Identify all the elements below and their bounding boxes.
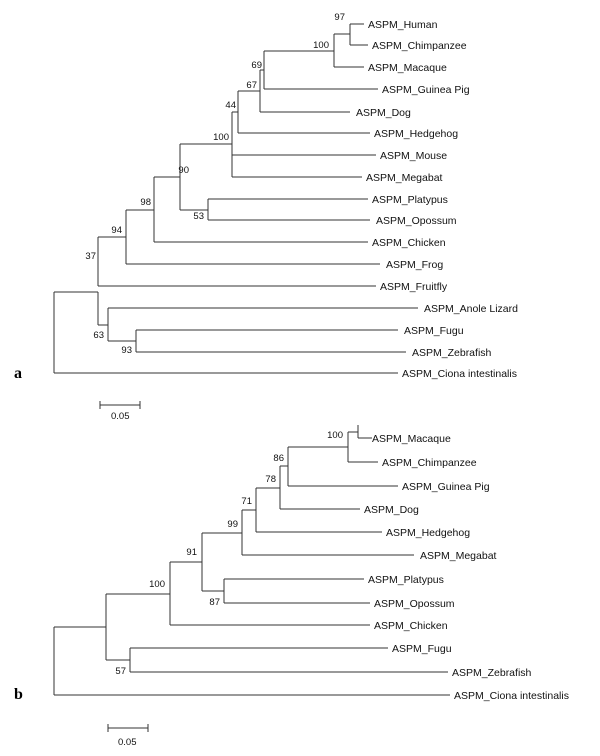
panel-label-a: a bbox=[14, 365, 22, 382]
scale-bar-line bbox=[107, 724, 149, 732]
leaf-label: ASPM_Platypus bbox=[368, 574, 444, 586]
leaf-label: ASPM_Dog bbox=[364, 504, 419, 516]
bootstrap-value: 57 bbox=[115, 666, 126, 677]
bootstrap-value: 94 bbox=[111, 225, 122, 236]
bootstrap-value: 87 bbox=[209, 597, 220, 608]
leaf-label: ASPM_Chimpanzee bbox=[372, 40, 467, 52]
leaf-label: ASPM_Megabat bbox=[420, 550, 497, 562]
bootstrap-value: 53 bbox=[193, 211, 204, 222]
leaf-label: ASPM_Fruitfly bbox=[380, 281, 448, 293]
internal-branch bbox=[53, 425, 359, 695]
bootstrap-value: 93 bbox=[121, 345, 132, 356]
leaf-labels-b: ASPM_Macaque ASPM_Chimpanzee ASPM_Guinea… bbox=[364, 433, 569, 702]
bootstrap-value: 71 bbox=[241, 496, 252, 507]
leaf-label: ASPM_Mouse bbox=[380, 150, 447, 162]
leaf-label: ASPM_Chicken bbox=[372, 237, 446, 249]
bootstrap-value: 100 bbox=[313, 40, 329, 51]
leaf-label: ASPM_Hedgehog bbox=[386, 527, 470, 539]
leaf-label: ASPM_Opossum bbox=[374, 598, 455, 610]
scale-bar-label: 0.05 bbox=[118, 737, 137, 748]
scale-bar-label: 0.05 bbox=[111, 411, 130, 422]
leaf-label: ASPM_Chimpanzee bbox=[382, 457, 477, 469]
leaf-label: ASPM_Frog bbox=[386, 259, 443, 271]
tree-a bbox=[53, 23, 418, 374]
bootstrap-value: 100 bbox=[327, 430, 343, 441]
internal-branch bbox=[53, 24, 351, 373]
bootstrap-value: 86 bbox=[273, 453, 284, 464]
scale-bar-line bbox=[99, 401, 141, 409]
bootstrap-value: 91 bbox=[186, 547, 197, 558]
leaf-label: ASPM_Opossum bbox=[376, 215, 457, 227]
bootstrap-value: 69 bbox=[251, 60, 262, 71]
bootstrap-value: 100 bbox=[149, 579, 165, 590]
tree-b bbox=[53, 425, 450, 696]
leaf-label: ASPM_Dog bbox=[356, 107, 411, 119]
bootstrap-value: 67 bbox=[246, 80, 257, 91]
bootstrap-value: 97 bbox=[334, 12, 345, 23]
leaf-label: ASPM_Hedgehog bbox=[374, 128, 458, 140]
leaf-label: ASPM_Chicken bbox=[374, 620, 448, 632]
bootstrap-values-b: 100 86 78 71 99 91 100 87 57 bbox=[115, 430, 343, 677]
leaf-labels-a: ASPM_Human ASPM_Chimpanzee ASPM_Macaque … bbox=[356, 19, 518, 380]
leaf-label: ASPM_Ciona intestinalis bbox=[402, 368, 517, 380]
leaf-label: ASPM_Platypus bbox=[372, 194, 448, 206]
bootstrap-value: 99 bbox=[227, 519, 238, 530]
leaf-label: ASPM_Anole Lizard bbox=[424, 303, 518, 315]
leaf-label: ASPM_Macaque bbox=[372, 433, 451, 445]
leaf-label: ASPM_Ciona intestinalis bbox=[454, 690, 569, 702]
leaf-label: ASPM_Zebrafish bbox=[452, 667, 532, 679]
scale-bar-b: 0.05 bbox=[107, 724, 149, 748]
leaf-label: ASPM_Guinea Pig bbox=[382, 84, 470, 96]
leaf-label: ASPM_Fugu bbox=[404, 325, 464, 337]
leaf-label: ASPM_Macaque bbox=[368, 62, 447, 74]
leaf-label: ASPM_Fugu bbox=[392, 643, 452, 655]
bootstrap-value: 100 bbox=[213, 132, 229, 143]
bootstrap-value: 98 bbox=[140, 197, 151, 208]
leaf-label: ASPM_Guinea Pig bbox=[402, 481, 490, 493]
bootstrap-value: 37 bbox=[85, 251, 96, 262]
leaf-label: ASPM_Human bbox=[368, 19, 438, 31]
leaf-label: ASPM_Megabat bbox=[366, 172, 443, 184]
bootstrap-value: 44 bbox=[225, 100, 236, 111]
leaf-label: ASPM_Zebrafish bbox=[412, 347, 492, 359]
panel-label-b: b bbox=[14, 686, 23, 703]
bootstrap-values-a: 97 100 69 67 44 100 90 53 98 94 37 63 93 bbox=[85, 12, 345, 356]
bootstrap-value: 78 bbox=[265, 474, 276, 485]
bootstrap-value: 63 bbox=[93, 330, 104, 341]
scale-bar-a: 0.05 bbox=[99, 401, 141, 422]
bootstrap-value: 90 bbox=[178, 165, 189, 176]
